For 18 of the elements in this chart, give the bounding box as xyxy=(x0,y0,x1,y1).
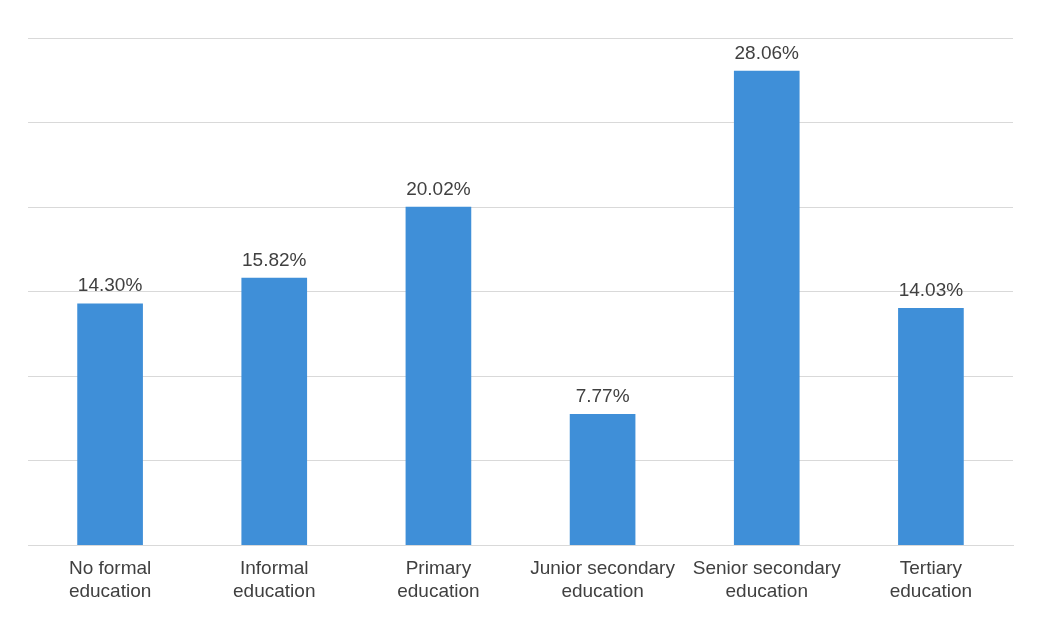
x-tick-label: No formal education xyxy=(68,557,152,601)
bar xyxy=(733,70,800,545)
bar xyxy=(405,206,472,545)
data-label: 14.30% xyxy=(77,274,143,296)
bar xyxy=(77,303,143,545)
x-tick-label: Junior secondary education xyxy=(530,557,676,601)
data-label: 14.03% xyxy=(898,278,964,300)
data-label: 28.06% xyxy=(734,41,800,63)
x-tick-label: Primary education xyxy=(397,557,480,601)
bar xyxy=(898,308,964,545)
data-label: 15.82% xyxy=(242,248,307,270)
data-label: 7.77% xyxy=(575,384,630,406)
bar xyxy=(569,413,636,545)
x-tick-label: Senior secondary education xyxy=(692,557,842,601)
x-tick-label: Informal education xyxy=(233,557,316,601)
x-tick-label: Tertiary education xyxy=(889,557,973,601)
bar xyxy=(241,277,308,545)
data-label: 20.02% xyxy=(406,177,471,199)
